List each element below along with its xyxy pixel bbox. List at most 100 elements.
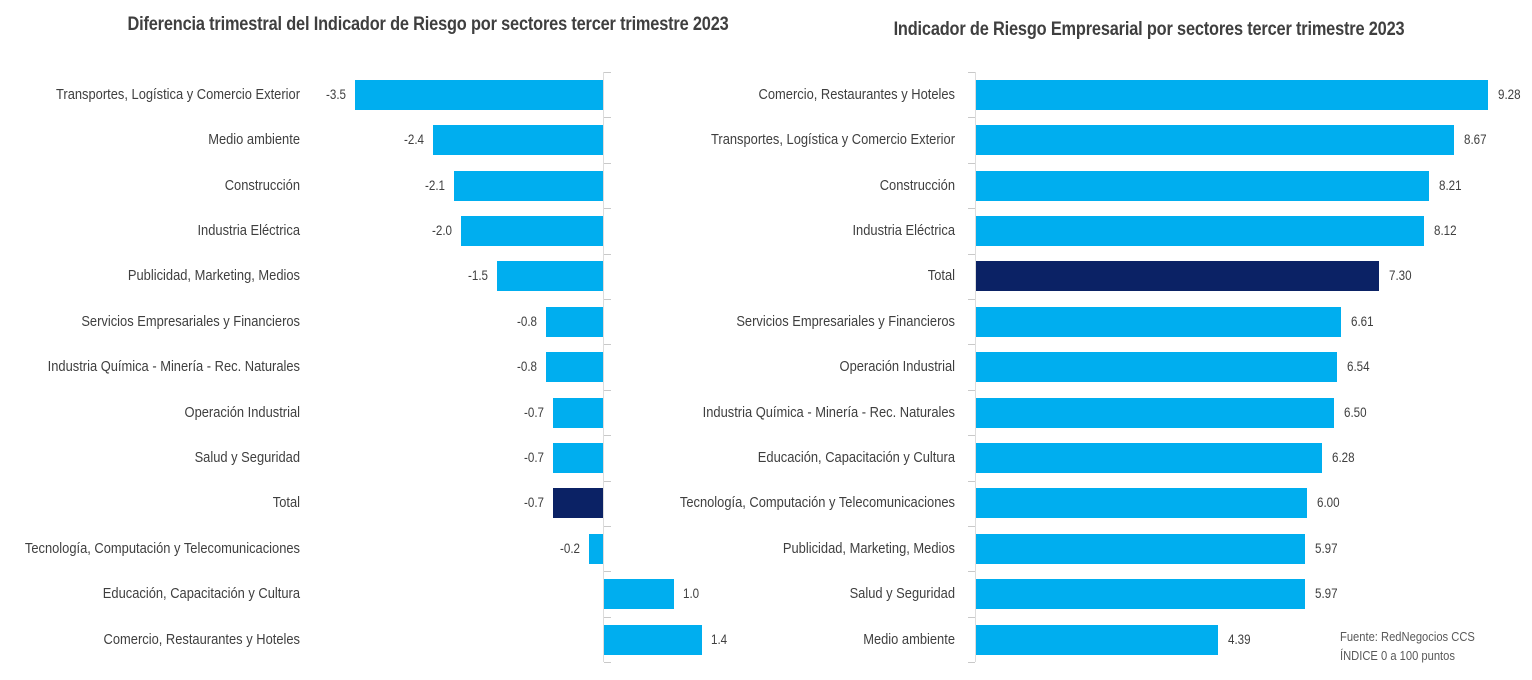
axis-tick [604,389,611,391]
category-label: Comercio, Restaurantes y Hoteles [758,85,955,103]
category-label: Tecnología, Computación y Telecomunicaci… [24,539,300,557]
bar [975,579,1306,610]
category-label: Total [927,267,955,285]
source-note-line-1: Fuente: RedNegocios CCS [1340,629,1475,644]
bar [975,442,1323,473]
axis-tick [604,526,611,527]
source-note: Fuente: RedNegocios CCS ÍNDICE 0 a 100 p… [1340,627,1475,665]
bar [603,624,703,655]
bar [453,170,603,201]
axis-tick [604,72,611,73]
value-label: -0.7 [524,404,545,420]
bar [354,79,603,110]
value-label: 8.67 [1464,132,1488,148]
chart-title: Diferencia trimestral del Indicador de R… [127,14,729,35]
value-label: -0.2 [559,540,580,556]
value-label: 8.21 [1439,177,1462,193]
value-label: -0.8 [517,313,538,329]
axis-tick [968,208,975,210]
category-label: Transportes, Logística y Comercio Exteri… [56,85,300,103]
bar [975,624,1218,655]
axis-tick [604,344,611,346]
category-label: Medio ambiente [863,630,955,648]
category-label: Industria Eléctrica [197,221,300,239]
bar [461,215,603,246]
category-label: Construcción [879,176,955,194]
value-label: -0.8 [517,359,538,375]
axis-tick [968,162,975,164]
bar [975,306,1341,337]
value-label: -0.7 [524,449,545,465]
bar [975,79,1489,110]
bar [975,352,1337,383]
axis-tick [604,435,611,437]
category-label: Salud y Seguridad [849,585,955,603]
axis-tick [604,208,611,210]
category-label: Servicios Empresariales y Financieros [736,312,955,330]
axis-tick [604,662,611,664]
category-label: Industria Eléctrica [852,221,955,239]
category-label: Medio ambiente [208,131,300,149]
axis-tick [604,253,611,255]
value-label: 6.61 [1350,313,1374,329]
category-label: Educación, Capacitación y Cultura [757,448,955,466]
category-label: Transportes, Logística y Comercio Exteri… [711,131,955,149]
axis-tick [604,480,611,482]
category-label: Comercio, Restaurantes y Hoteles [103,630,301,648]
bar [553,442,603,473]
category-label: Construcción [224,176,300,194]
chart-title: Indicador de Riesgo Empresarial por sect… [893,19,1405,40]
value-label: 7.30 [1388,268,1412,284]
value-label: 6.54 [1346,359,1370,375]
category-label: Tecnología, Computación y Telecomunicaci… [679,494,955,512]
bar [553,397,603,428]
category-label: Operación Industrial [839,358,955,376]
axis-tick [968,571,975,573]
value-axis [975,72,976,663]
axis-tick [968,117,975,119]
source-note-line-2: ÍNDICE 0 a 100 puntos [1340,648,1455,663]
axis-tick [604,162,611,164]
axis-tick [604,299,611,300]
value-axis [603,72,604,663]
bar-total [553,488,603,519]
category-label: Servicios Empresariales y Financieros [81,312,301,330]
category-label: Operación Industrial [184,403,300,421]
value-label: -2.4 [403,132,424,148]
axis-tick [968,344,975,346]
bar [975,533,1306,564]
axis-tick [968,662,975,664]
value-label: 6.28 [1332,449,1355,465]
value-label: -3.5 [325,86,346,102]
bar [496,261,603,292]
value-label: 8.12 [1434,222,1457,238]
value-label: -0.7 [524,495,545,511]
value-label: 6.00 [1316,495,1340,511]
value-label: 4.39 [1227,631,1251,647]
value-label: -2.1 [424,177,445,193]
axis-tick [968,616,975,618]
value-label: 1.0 [683,586,700,602]
category-label: Salud y Seguridad [194,448,300,466]
value-label: 5.97 [1315,540,1338,556]
axis-tick [968,72,975,73]
bar [546,306,603,337]
category-label: Industria Química - Minería - Rec. Natur… [47,358,300,376]
axis-tick [604,117,611,119]
axis-tick [604,616,611,618]
category-label: Industria Química - Minería - Rec. Natur… [702,403,955,421]
bar [432,125,603,156]
axis-tick [968,435,975,437]
axis-tick [968,389,975,391]
axis-tick [604,571,611,573]
bar [603,579,674,610]
value-label: 9.28 [1498,86,1521,102]
value-label: 5.97 [1315,586,1338,602]
bar [975,488,1307,519]
value-label: -2.0 [431,222,452,238]
